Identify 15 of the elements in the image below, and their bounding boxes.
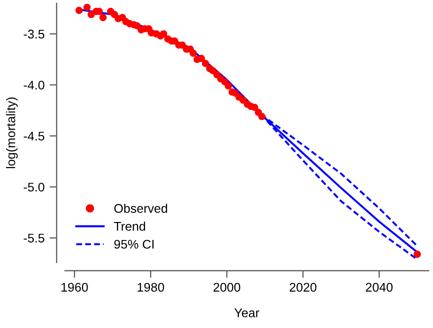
x-tick-label: 1980 bbox=[138, 282, 164, 292]
x-tick-label: 2020 bbox=[290, 282, 316, 292]
x-axis-title: Year bbox=[234, 308, 260, 318]
legend-label: Observed bbox=[114, 204, 168, 213]
y-tick-label: -3.5 bbox=[24, 30, 44, 39]
y-axis-title: log(mortality) bbox=[6, 97, 18, 168]
y-tick-label: -4.5 bbox=[24, 132, 44, 141]
y-tick-label: -5.5 bbox=[24, 234, 44, 243]
x-tick-label: 2000 bbox=[214, 282, 240, 292]
legend-label: Trend bbox=[114, 222, 146, 231]
x-tick-label: 2040 bbox=[366, 282, 393, 292]
y-tick-label: -5.0 bbox=[24, 182, 44, 192]
y-tick-label: -4.0 bbox=[24, 80, 44, 90]
x-tick-label: 1960 bbox=[62, 282, 88, 292]
legend-label: 95% CI bbox=[114, 240, 154, 249]
